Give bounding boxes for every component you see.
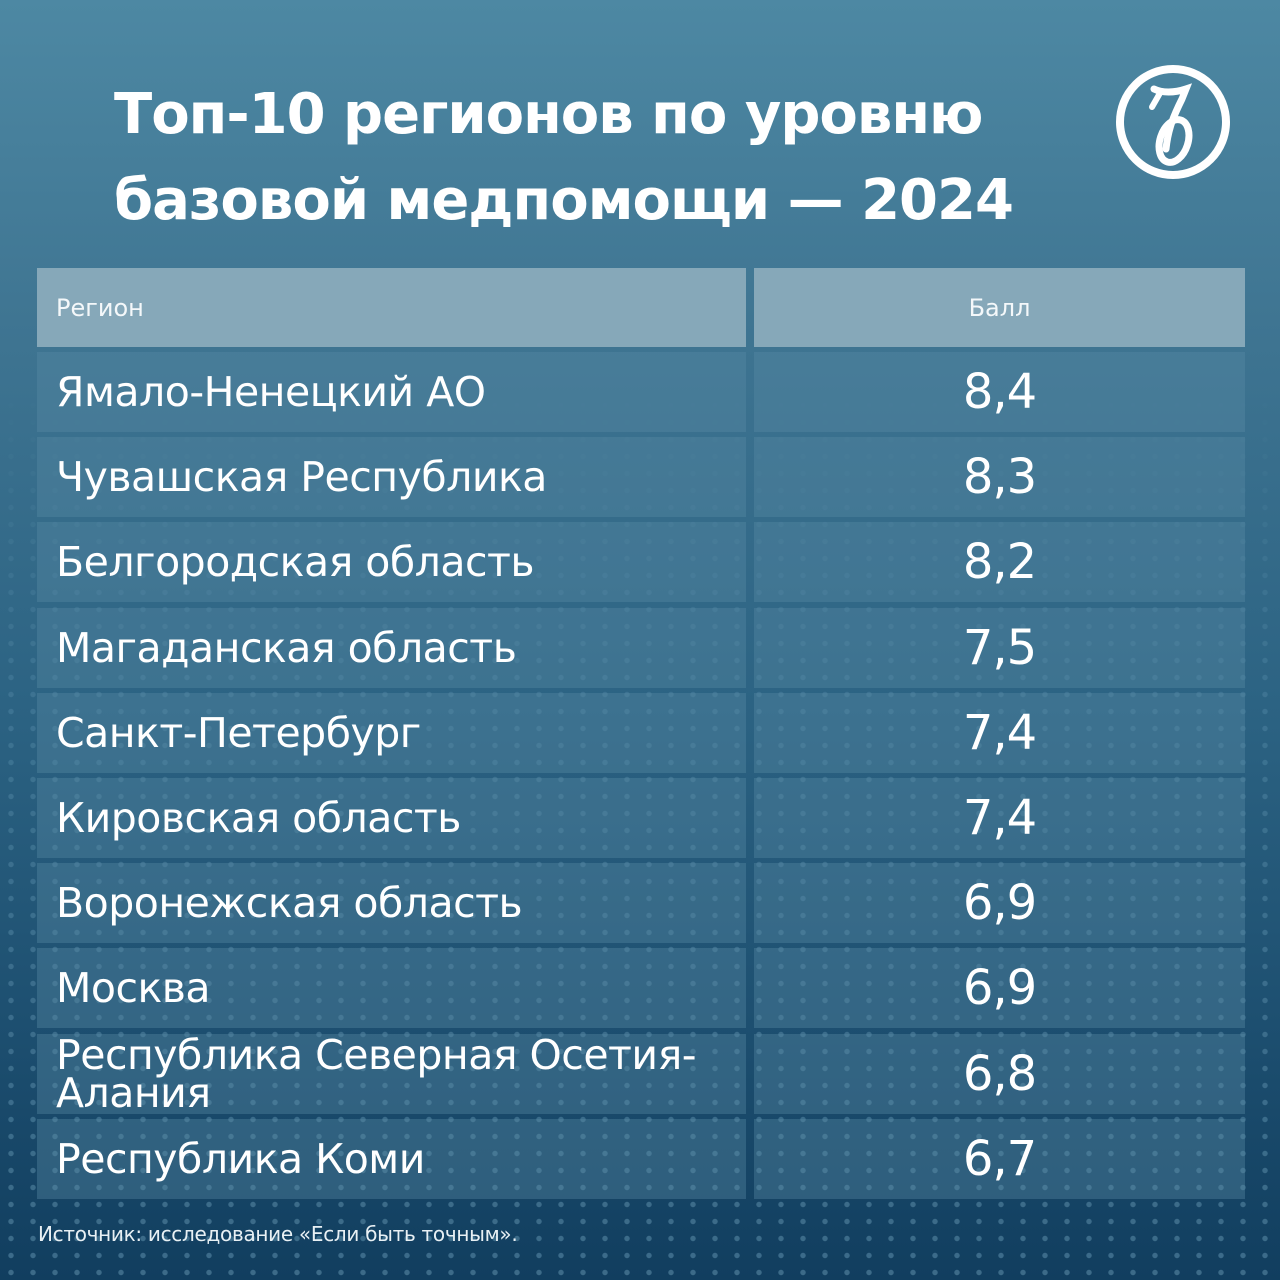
table-row: Чувашская Республика 8,3 xyxy=(37,437,1245,518)
region-cell: Магаданская область xyxy=(37,607,746,688)
region-cell: Ямало-Ненецкий АО xyxy=(37,352,746,432)
region-cell: Москва xyxy=(37,948,746,1029)
publication-logo-icon xyxy=(1114,63,1232,181)
table-row: Воронежская область 6,9 xyxy=(37,863,1245,944)
score-cell: 6,9 xyxy=(754,948,1245,1029)
score-cell: 8,4 xyxy=(754,352,1245,432)
region-cell: Воронежская область xyxy=(37,863,746,944)
score-cell: 8,2 xyxy=(754,522,1245,603)
score-cell: 6,8 xyxy=(754,1033,1245,1114)
score-cell: 6,7 xyxy=(754,1118,1245,1199)
table-header: Регион Балл xyxy=(37,268,1245,347)
table-row: Ямало-Ненецкий АО 8,4 xyxy=(37,352,1245,432)
table-row: Магаданская область 7,5 xyxy=(37,607,1245,688)
score-cell: 7,4 xyxy=(754,692,1245,773)
table-row: Москва 6,9 xyxy=(37,948,1245,1029)
table-row: Белгородская область 8,2 xyxy=(37,522,1245,603)
table-row: Кировская область 7,4 xyxy=(37,777,1245,858)
page-title: Топ-10 регионов по уровню базовой медпом… xyxy=(114,82,1014,233)
region-cell: Республика Северная Осетия-Алания xyxy=(37,1033,746,1114)
table-row: Санкт-Петербург 7,4 xyxy=(37,692,1245,773)
table-row: Республика Коми 6,7 xyxy=(37,1118,1245,1199)
header-score: Балл xyxy=(754,268,1245,347)
source-note: Источник: исследование «Если быть точным… xyxy=(38,1222,518,1246)
region-cell: Санкт-Петербург xyxy=(37,692,746,773)
score-cell: 8,3 xyxy=(754,437,1245,518)
region-cell: Кировская область xyxy=(37,777,746,858)
region-cell: Республика Коми xyxy=(37,1118,746,1199)
table-row: Республика Северная Осетия-Алания 6,8 xyxy=(37,1033,1245,1114)
region-cell: Чувашская Республика xyxy=(37,437,746,518)
region-cell: Белгородская область xyxy=(37,522,746,603)
score-cell: 7,4 xyxy=(754,777,1245,858)
ranking-table: Регион Балл Ямало-Ненецкий АО 8,4 Чувашс… xyxy=(37,268,1245,1204)
header-region: Регион xyxy=(37,268,746,347)
score-cell: 6,9 xyxy=(754,863,1245,944)
score-cell: 7,5 xyxy=(754,607,1245,688)
